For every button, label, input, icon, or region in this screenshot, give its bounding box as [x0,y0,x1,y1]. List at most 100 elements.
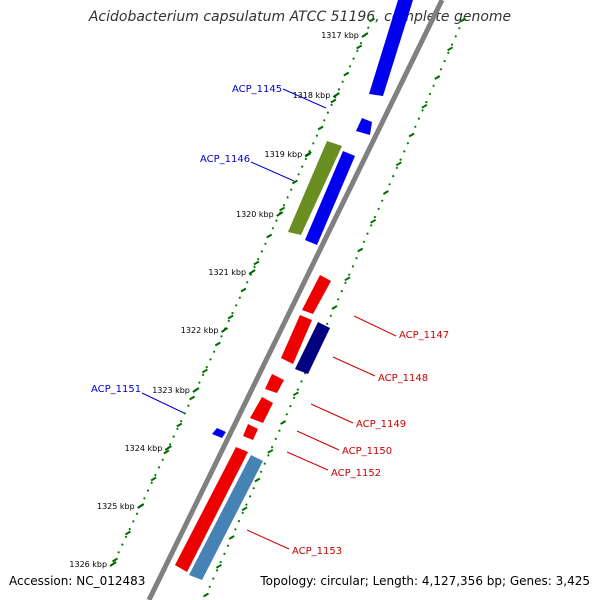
outer-guide-dot [443,60,446,63]
inner-guide-dot [271,227,274,230]
outer-guide-dot [289,405,292,408]
outer-guide-dot [458,27,461,30]
gene-feature-1149a[interactable] [265,374,284,393]
outer-guide-dot [241,511,244,514]
outer-guide-dot [439,68,443,71]
genome-backbone [146,0,445,600]
inner-guide-dot [235,304,238,307]
tick-guides [111,17,467,598]
outer-guide-dot [278,429,281,432]
kbp-tick-label: 1322 kbp [181,326,219,335]
gene-feature-1153[interactable] [189,455,263,580]
inner-guide-dot [121,543,124,546]
accession-text: Accession: NC_012483 [9,574,146,588]
gene-features [175,0,413,580]
inner-guide-dot [301,165,304,168]
gene-feature-1146-olive[interactable] [288,141,342,235]
gene-label-acp-1151[interactable]: ACP_1151 [91,384,141,395]
outer-guide-dot [267,454,270,457]
outer-guide-dot [425,101,428,104]
outer-guide-dot [421,109,424,112]
outer-guide-dot [370,224,373,227]
inner-guide-dot [359,42,363,45]
outer-guide-dot [337,298,340,301]
inner-guide-dash [368,17,376,23]
gene-feature-1146[interactable] [305,151,355,245]
inner-guide-dot [238,296,241,299]
outer-guide-dot [388,183,391,186]
kbp-tick-mark [332,92,340,98]
outer-guide-dot [403,150,406,153]
inner-guide-dot [312,142,315,145]
inner-guide-dot [183,412,186,415]
gene-feature-1151[interactable] [212,428,226,438]
gene-feature-1144[interactable] [369,0,413,96]
outer-guide-dot [395,166,398,169]
inner-guide-dot [286,196,289,199]
outer-guide-dot [234,528,237,531]
outer-guide-dot [373,216,376,219]
kbp-tick-mark [361,32,369,38]
kbp-tick-mark [192,387,200,393]
inner-guide-dot [161,458,164,461]
gene-label-acp-1146[interactable]: ACP_1146 [200,154,250,165]
outer-guide-dot [417,117,420,120]
inner-guide-dash [291,179,298,185]
outer-guide-dash [408,132,415,138]
gene-feature-1148-navy[interactable] [295,322,330,374]
inner-guide-dot [146,489,150,492]
kbp-tick-label: 1325 kbp [97,502,135,511]
outer-guide-dot [237,520,241,523]
inner-guide-dot [209,358,212,361]
gene-feature-1147b[interactable] [281,315,312,364]
inner-guide-dash [214,341,221,347]
inner-guide-dot [304,157,307,160]
outer-guide-dash [241,506,248,512]
inner-guide-dash [111,557,119,563]
gene-label-acp-1147[interactable]: ACP_1147 [399,330,449,341]
inner-guide-dot [150,481,153,484]
inner-guide-dot [117,551,120,554]
inner-guide-dash [176,422,183,428]
outer-guide-dot [366,232,369,235]
gene-feature-1149b[interactable] [250,397,273,423]
outer-guide-dot [249,495,252,498]
inner-guide-dash [343,71,350,77]
outer-guide-dash [280,420,287,425]
outer-guide-dot [406,142,409,145]
gene-feature-1150[interactable] [243,424,258,440]
inner-guide-dot [128,528,131,531]
kbp-tick-mark [109,561,117,567]
outer-guide-dot [215,569,219,572]
outer-guide-dot [340,290,343,293]
kbp-tick-label: 1320 kbp [236,210,274,219]
gene-label-acp-1153[interactable]: ACP_1153 [292,546,342,557]
inner-guide-dash [266,233,273,239]
gene-feature-1145[interactable] [356,118,372,135]
inner-guide-dash [317,125,324,131]
kbp-tick-mark [137,503,145,509]
inner-guide-dot [264,242,267,245]
outer-guide-dash [434,75,441,80]
gene-label-acp-1145[interactable]: ACP_1145 [232,84,282,95]
inner-guide-dot [275,219,278,222]
outer-guide-dash [421,103,428,109]
outer-guide-dot [326,322,329,325]
kbp-tick-label: 1319 kbp [264,150,302,159]
gene-feature-1152[interactable] [175,447,248,572]
inner-guide-dash [240,287,247,293]
gene-label-acp-1152[interactable]: ACP_1152 [331,468,381,479]
gene-label-acp-1148[interactable]: ACP_1148 [378,373,428,384]
gene-label-acp-1149[interactable]: ACP_1149 [356,419,406,430]
gene-feature-1147a[interactable] [302,275,331,314]
inner-guide-dot [187,404,190,407]
gene-label-acp-1150[interactable]: ACP_1150 [342,446,392,457]
outer-guide-dot [447,51,450,55]
inner-guide-dot [180,420,183,423]
outer-guide-dot [226,544,230,547]
outer-guide-dot [355,257,358,260]
outer-guide-dash [292,391,299,397]
inner-guide-dash [150,476,157,482]
outer-guide-dot [274,437,277,440]
